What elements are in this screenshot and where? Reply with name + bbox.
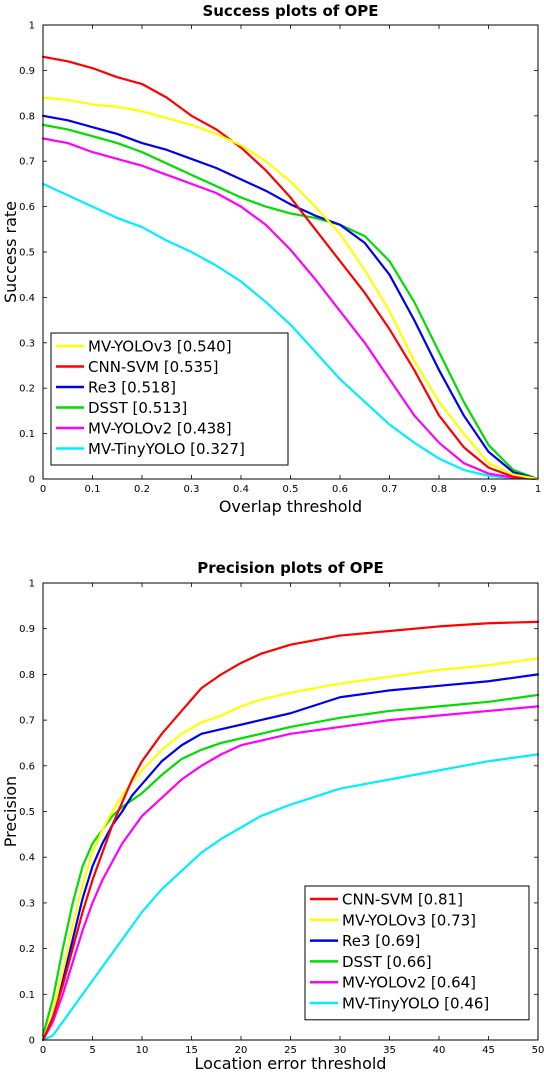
- y-tick-label: 0: [29, 1036, 35, 1047]
- series-line-3: [41, 123, 540, 481]
- y-tick-label: 0.9: [19, 66, 35, 77]
- x-tick-label: 40: [433, 1045, 446, 1056]
- y-tick-label: 0.1: [19, 429, 35, 440]
- legend-label-0: CNN-SVM [0.81]: [342, 891, 463, 909]
- series-line-1: [41, 657, 540, 1042]
- chart-0: Success plots of OPE 0 0.1 0.2 0.3 0.4 0.5 0.6 0…: [1, 2, 541, 516]
- x-tick-label: 35: [383, 1045, 396, 1056]
- x-tick-label: 45: [482, 1045, 495, 1056]
- legend-label-5: MV-TinyYOLO [0.46]: [342, 995, 489, 1013]
- series-line-3: [41, 693, 540, 1037]
- y-tick-label: 0.6: [19, 202, 35, 213]
- y-tick-label: 0.8: [19, 111, 35, 122]
- x-tick-label: 15: [185, 1045, 198, 1056]
- x-axis-label: Overlap threshold: [219, 497, 362, 516]
- y-tick-label: 0: [29, 475, 35, 486]
- x-tick-label: 10: [136, 1045, 149, 1056]
- y-tick-label: 0.2: [19, 944, 35, 955]
- y-tick-label: 0.4: [19, 293, 35, 304]
- chart-title: Success plots of OPE: [202, 2, 378, 20]
- x-tick-label: 5: [89, 1045, 95, 1056]
- legend-label-2: Re3 [0.69]: [342, 932, 420, 950]
- series-line-1: [41, 55, 540, 481]
- legend: MV-YOLOv3 [0.540] CNN-SVM [0.535] Re3 [0.5…: [50, 332, 289, 466]
- series-line-4: [41, 705, 540, 1042]
- legend-label-1: MV-YOLOv3 [0.73]: [342, 911, 476, 929]
- legend-box: [50, 332, 289, 466]
- y-tick-label: 0.2: [19, 384, 35, 395]
- y-axis-label: Success rate: [1, 201, 20, 303]
- axes-box: [42, 582, 539, 1041]
- y-axis-label: Precision: [1, 776, 20, 847]
- legend-label-0: MV-YOLOv3 [0.540]: [88, 338, 232, 356]
- x-tick-label: 0.5: [283, 484, 299, 495]
- series-line-0: [41, 96, 540, 481]
- x-tick-label: 0: [40, 1045, 46, 1056]
- x-tick-label: 0.1: [85, 484, 101, 495]
- series-line-5: [41, 182, 540, 481]
- x-tick-label: 0.3: [184, 484, 200, 495]
- y-tick-label: 0.4: [19, 853, 35, 864]
- x-axis-label: Location error threshold: [195, 1054, 387, 1072]
- series-line-5: [41, 753, 540, 1042]
- chart-title: Precision plots of OPE: [197, 559, 383, 577]
- legend-label-2: Re3 [0.518]: [88, 379, 176, 397]
- axes-box: [42, 24, 539, 480]
- x-tick-label: 50: [532, 1045, 544, 1056]
- y-tick-label: 1: [29, 21, 35, 32]
- x-tick-label: 20: [235, 1045, 248, 1056]
- y-tick-label: 1: [29, 579, 35, 590]
- y-tick-label: 0.1: [19, 990, 35, 1001]
- x-tick-label: 30: [334, 1045, 347, 1056]
- x-tick-label: 0.4: [233, 484, 249, 495]
- series-line-2: [41, 114, 540, 481]
- y-tick-label: 0.9: [19, 624, 35, 635]
- y-tick-label: 0.8: [19, 670, 35, 681]
- legend-box: [304, 885, 530, 1021]
- x-tick-label: 0.7: [382, 484, 398, 495]
- legend-label-1: CNN-SVM [0.535]: [88, 358, 218, 376]
- series-line-0: [41, 620, 540, 1042]
- x-tick-label: 25: [284, 1045, 297, 1056]
- y-tick-label: 0.6: [19, 761, 35, 772]
- x-tick-label: 0: [40, 484, 46, 495]
- series-line-4: [41, 137, 540, 481]
- x-tick-label: 1: [535, 484, 541, 495]
- legend-label-3: DSST [0.513]: [88, 399, 187, 417]
- y-tick-label: 0.5: [19, 248, 35, 259]
- legend-label-4: MV-YOLOv2 [0.64]: [342, 974, 476, 992]
- series-line-2: [41, 673, 540, 1042]
- y-tick-label: 0.3: [19, 898, 35, 909]
- x-tick-label: 0.8: [431, 484, 447, 495]
- x-tick-label: 0.6: [332, 484, 348, 495]
- y-tick-label: 0.7: [19, 716, 35, 727]
- y-tick-label: 0.5: [19, 807, 35, 818]
- legend-label-5: MV-TinyYOLO [0.327]: [88, 440, 245, 458]
- legend-label-4: MV-YOLOv2 [0.438]: [88, 420, 232, 438]
- y-tick-label: 0.3: [19, 338, 35, 349]
- x-tick-label: 0.9: [481, 484, 497, 495]
- y-tick-label: 0.7: [19, 157, 35, 168]
- x-tick-label: 0.2: [134, 484, 150, 495]
- legend: CNN-SVM [0.81] MV-YOLOv3 [0.73] Re3 [0.69]…: [304, 885, 530, 1021]
- legend-label-3: DSST [0.66]: [342, 953, 432, 971]
